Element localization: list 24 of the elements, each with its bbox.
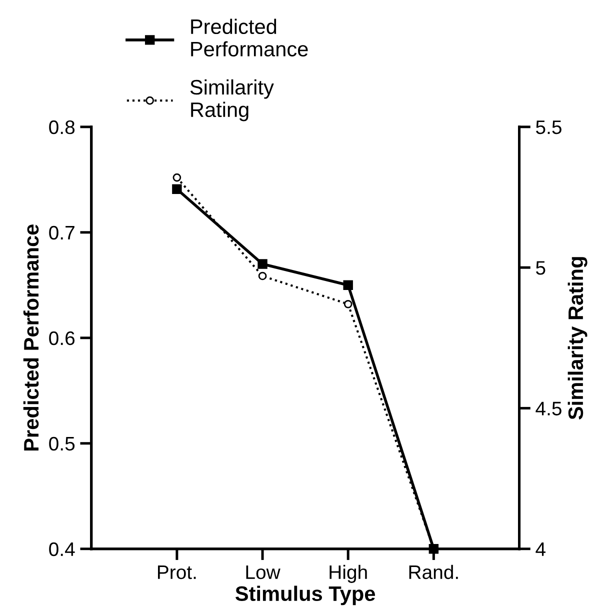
point [172, 184, 182, 194]
point [172, 173, 182, 182]
y-tick-label: 0.4 [49, 542, 75, 556]
x-tick-label: High [330, 564, 367, 583]
legend-label: Predicted Performance [191, 18, 308, 56]
y2-tick-label: 4.5 [536, 402, 562, 416]
y-tick-label: 0.5 [49, 436, 75, 451]
point [343, 280, 353, 290]
x-axis-title: Stimulus Type [235, 586, 376, 606]
y-tick-label: 0.6 [49, 331, 75, 346]
y2-tick-label: 5.5 [536, 120, 562, 134]
point [258, 259, 268, 269]
y2-tick-label: 5 [536, 261, 546, 275]
x-tick-label: Prot. [158, 566, 196, 580]
x-tick-label: Low [246, 566, 280, 580]
point [258, 272, 267, 280]
x-tick-label: Rand. [409, 564, 458, 580]
y2-axis-title: Similarity Rating [568, 257, 588, 420]
y2-tick-label: 4 [536, 542, 546, 556]
y-tick-label: 0.8 [49, 120, 75, 134]
y-axis-title: Predicted Performance [23, 224, 39, 451]
y-tick-label: 0.7 [49, 226, 74, 240]
point [344, 300, 352, 308]
legend-label: Similarity Rating [190, 79, 274, 122]
